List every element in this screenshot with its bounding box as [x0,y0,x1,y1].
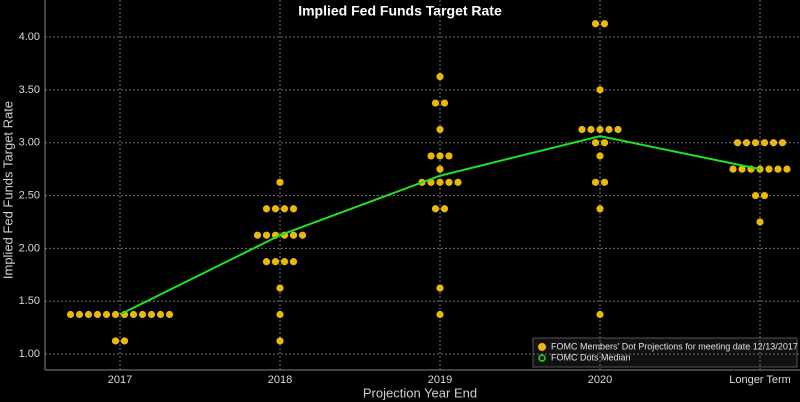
dot [578,125,586,134]
dot [614,125,622,134]
dot [729,165,737,173]
dot [591,178,600,186]
dot [280,258,289,266]
dot [756,218,764,226]
dot [783,165,791,173]
dot [276,284,284,292]
dot [129,310,138,319]
y-tick-label: 4.00 [19,31,40,43]
dot [596,86,604,94]
dot [276,310,284,319]
dot [600,178,609,186]
dot [760,191,769,200]
median-line [119,135,761,316]
legend-box [532,337,798,368]
dot [436,178,444,186]
legend-swatch [538,354,546,362]
y-axis-title: Implied Fed Funds Target Rate [0,101,15,279]
dot [778,139,787,147]
dot [436,284,444,292]
dot [262,205,271,213]
dot [591,20,600,28]
x-axis-title: Projection Year End [363,385,477,400]
dot [156,310,165,319]
dot [66,310,75,319]
dot [587,125,595,134]
dot [765,165,773,173]
dot [120,337,129,345]
dot [431,99,440,107]
dot [742,139,751,147]
y-tick-label: 1.00 [19,348,40,360]
y-tick-label: 2.00 [19,242,40,254]
dot [600,20,609,28]
dot [600,139,609,147]
dot [436,125,444,134]
x-tick-label: 2018 [268,374,292,386]
dot [431,205,440,213]
x-tick-label: 2017 [108,374,132,386]
dot [596,310,604,319]
dot [75,310,84,319]
dot [454,178,462,186]
dot [289,231,298,239]
legend-swatch [538,343,546,351]
dot [436,165,444,173]
dot [445,178,453,186]
dot [276,178,284,186]
dot [253,231,262,239]
dot [760,139,769,147]
y-tick-label: 3.00 [19,137,40,149]
dot [596,152,604,160]
dot [111,310,120,319]
dot [440,205,449,213]
dot [751,139,760,147]
dot [276,337,284,345]
dot [298,231,307,239]
dot [271,205,280,213]
dot [751,191,760,200]
dot [605,125,613,134]
dot [262,231,271,239]
dot [84,310,93,319]
dot [436,73,444,81]
dot [769,139,778,147]
dot [138,310,147,319]
dot [93,310,102,319]
dot [427,152,435,160]
dot [147,310,156,319]
legend-label: FOMC Members' Dot Projections for meetin… [551,341,798,351]
dot [280,205,289,213]
dot [596,205,604,213]
dot [436,310,444,319]
dot [102,310,111,319]
y-tick-label: 2.50 [19,189,40,201]
dot [774,165,782,173]
chart-title: Implied Fed Funds Target Rate [298,3,502,19]
dot [271,258,280,266]
dot [596,125,604,134]
dot [262,258,271,266]
x-tick-label: 2020 [588,374,612,386]
y-tick-label: 1.50 [19,295,40,307]
x-tick-label: 2019 [428,374,452,386]
y-tick-label: 3.50 [19,84,40,96]
dot [111,337,120,345]
dot [445,152,453,160]
dot [289,258,298,266]
legend-label: FOMC Dots Median [551,352,631,362]
x-tick-label: Longer Term [729,374,791,386]
dot [440,99,449,107]
dot [436,152,444,160]
dot [738,165,746,173]
dot [733,139,742,147]
dot [165,310,174,319]
dot [289,205,298,213]
dot [591,139,600,147]
